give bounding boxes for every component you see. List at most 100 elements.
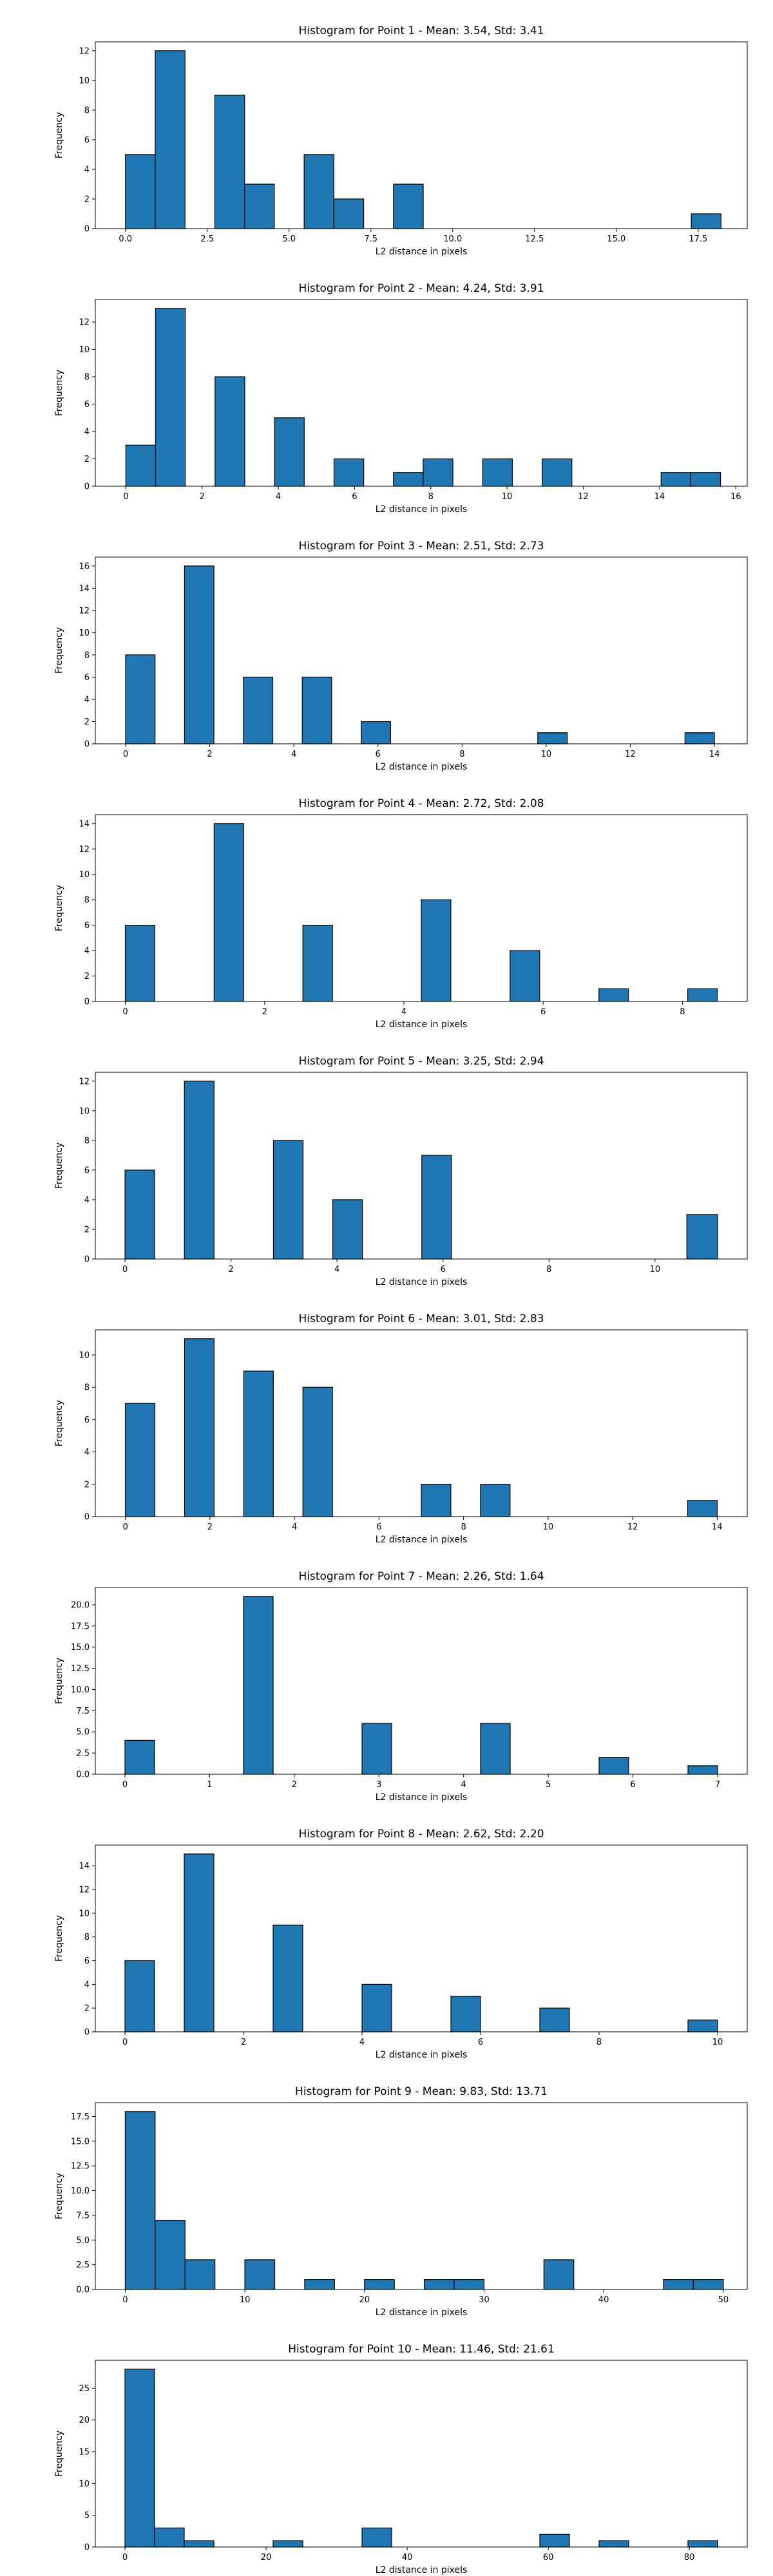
histogram-bar	[215, 376, 245, 487]
histogram-bar	[361, 1723, 392, 1775]
y-tick-label: 15.0	[71, 2137, 90, 2146]
histogram-panel-1: Histogram for Point 1 - Mean: 3.54, Std:…	[0, 0, 773, 258]
y-tick-label: 8	[84, 896, 90, 905]
y-tick-label: 20	[79, 2416, 90, 2425]
x-tick-label: 8	[459, 750, 464, 759]
y-tick-label: 5	[84, 2511, 90, 2521]
y-tick-label: 12	[79, 606, 90, 616]
y-tick-label: 4	[84, 165, 90, 175]
axes-frame	[95, 41, 748, 229]
y-tick-label: 20.0	[71, 1600, 90, 1610]
y-tick-label: 10	[79, 870, 90, 880]
chart-title: Histogram for Point 1 - Mean: 3.54, Std:…	[298, 24, 544, 37]
x-tick-label: 6	[441, 1265, 446, 1274]
x-tick-label: 4	[291, 750, 296, 759]
y-axis-label: Frequency	[54, 2173, 64, 2219]
histogram-bar	[125, 154, 156, 229]
y-tick-label: 10	[79, 2479, 90, 2489]
y-tick-label: 0	[84, 2028, 90, 2038]
x-tick-label: 10	[541, 750, 552, 759]
histogram-bar	[302, 1387, 333, 1517]
histogram-bar	[361, 2527, 392, 2548]
histogram-panel-10: Histogram for Point 10 - Mean: 11.46, St…	[0, 2318, 773, 2576]
y-tick-label: 10	[79, 345, 90, 355]
histogram-panel-2: Histogram for Point 2 - Mean: 4.24, Std:…	[0, 258, 773, 515]
histogram-bar	[687, 988, 718, 1002]
histogram-bar	[687, 2019, 718, 2032]
x-tick-label: 0	[122, 1780, 128, 1790]
y-tick-label: 14	[79, 819, 90, 829]
x-tick-label: 7.5	[364, 234, 377, 244]
y-tick-label: 6	[84, 400, 90, 410]
x-tick-label: 2	[228, 1265, 233, 1274]
x-tick-label: 40	[402, 2553, 413, 2562]
y-tick-label: 6	[84, 673, 90, 683]
histogram-bar	[184, 1338, 215, 1517]
histogram-bar	[421, 1155, 452, 1260]
y-tick-label: 2	[84, 717, 90, 727]
x-tick-label: 6	[630, 1780, 635, 1790]
histogram-bar	[332, 1199, 363, 1260]
y-tick-label: 8	[84, 650, 90, 660]
x-tick-label: 12.5	[525, 234, 544, 244]
y-tick-label: 4	[84, 1195, 90, 1205]
x-tick-label: 0	[122, 2295, 128, 2305]
chart-title: Histogram for Point 5 - Mean: 3.25, Std:…	[298, 1055, 544, 1068]
histogram-bar	[124, 1170, 155, 1260]
histogram-panel-4: Histogram for Point 4 - Mean: 2.72, Std:…	[0, 773, 773, 1030]
x-axis-label: L2 distance in pixels	[376, 247, 468, 257]
x-tick-label: 4	[401, 1007, 406, 1017]
x-tick-label: 14	[709, 750, 720, 759]
x-tick-label: 2.5	[200, 234, 214, 244]
histogram-bar	[687, 1500, 718, 1517]
x-axis-label: L2 distance in pixels	[376, 2565, 468, 2575]
histogram-bar	[304, 2279, 335, 2290]
histogram-bar	[154, 2527, 185, 2548]
y-tick-label: 2	[84, 1225, 90, 1235]
axes-frame	[95, 2360, 748, 2548]
histogram-bar	[272, 1140, 304, 1260]
histogram-bar	[480, 1484, 511, 1517]
x-tick-label: 8	[680, 1007, 685, 1017]
y-tick-label: 8	[84, 106, 90, 115]
x-tick-label: 20	[359, 2295, 370, 2305]
y-tick-label: 10	[79, 1350, 90, 1360]
x-tick-label: 2	[262, 1007, 267, 1017]
histogram-bar	[542, 458, 573, 487]
x-tick-label: 0	[123, 750, 128, 759]
y-tick-label: 10	[79, 629, 90, 638]
axes-frame	[95, 1844, 748, 2032]
x-tick-label: 8	[461, 1522, 466, 1532]
histogram-bar	[333, 458, 365, 487]
x-tick-label: 1	[207, 1780, 212, 1790]
x-axis-label: L2 distance in pixels	[376, 504, 468, 515]
chart-title: Histogram for Point 4 - Mean: 2.72, Std:…	[298, 797, 544, 810]
histogram-bar	[453, 2279, 485, 2290]
y-tick-label: 14	[79, 1862, 90, 1871]
x-tick-label: 12	[627, 1522, 638, 1532]
y-tick-label: 8	[84, 1136, 90, 1146]
y-tick-label: 4	[84, 1980, 90, 1990]
histogram-bar	[421, 1484, 452, 1517]
y-tick-label: 0	[84, 1513, 90, 1522]
x-tick-label: 7	[715, 1780, 720, 1790]
x-tick-label: 0.0	[119, 234, 132, 244]
y-tick-label: 2	[84, 2004, 90, 2014]
histogram-bar	[301, 676, 332, 744]
x-tick-label: 12	[625, 750, 636, 759]
x-tick-label: 6	[478, 2038, 483, 2047]
histogram-bar	[364, 2279, 395, 2290]
chart-title: Histogram for Point 6 - Mean: 3.01, Std:…	[298, 1312, 544, 1325]
histogram-bar	[243, 676, 274, 744]
histogram-bar	[213, 823, 244, 1002]
histogram-bar	[537, 732, 568, 744]
x-tick-label: 10	[543, 1522, 554, 1532]
y-tick-label: 10.0	[71, 1685, 90, 1695]
histogram-bar	[480, 1723, 511, 1775]
histogram-bar	[243, 1370, 274, 1517]
y-axis-label: Frequency	[54, 1915, 64, 1962]
x-tick-label: 10	[712, 2038, 723, 2047]
y-tick-label: 0.0	[76, 2286, 90, 2295]
histogram-bar	[393, 472, 424, 487]
histogram-svg-10: Histogram for Point 10 - Mean: 11.46, St…	[54, 2343, 748, 2575]
